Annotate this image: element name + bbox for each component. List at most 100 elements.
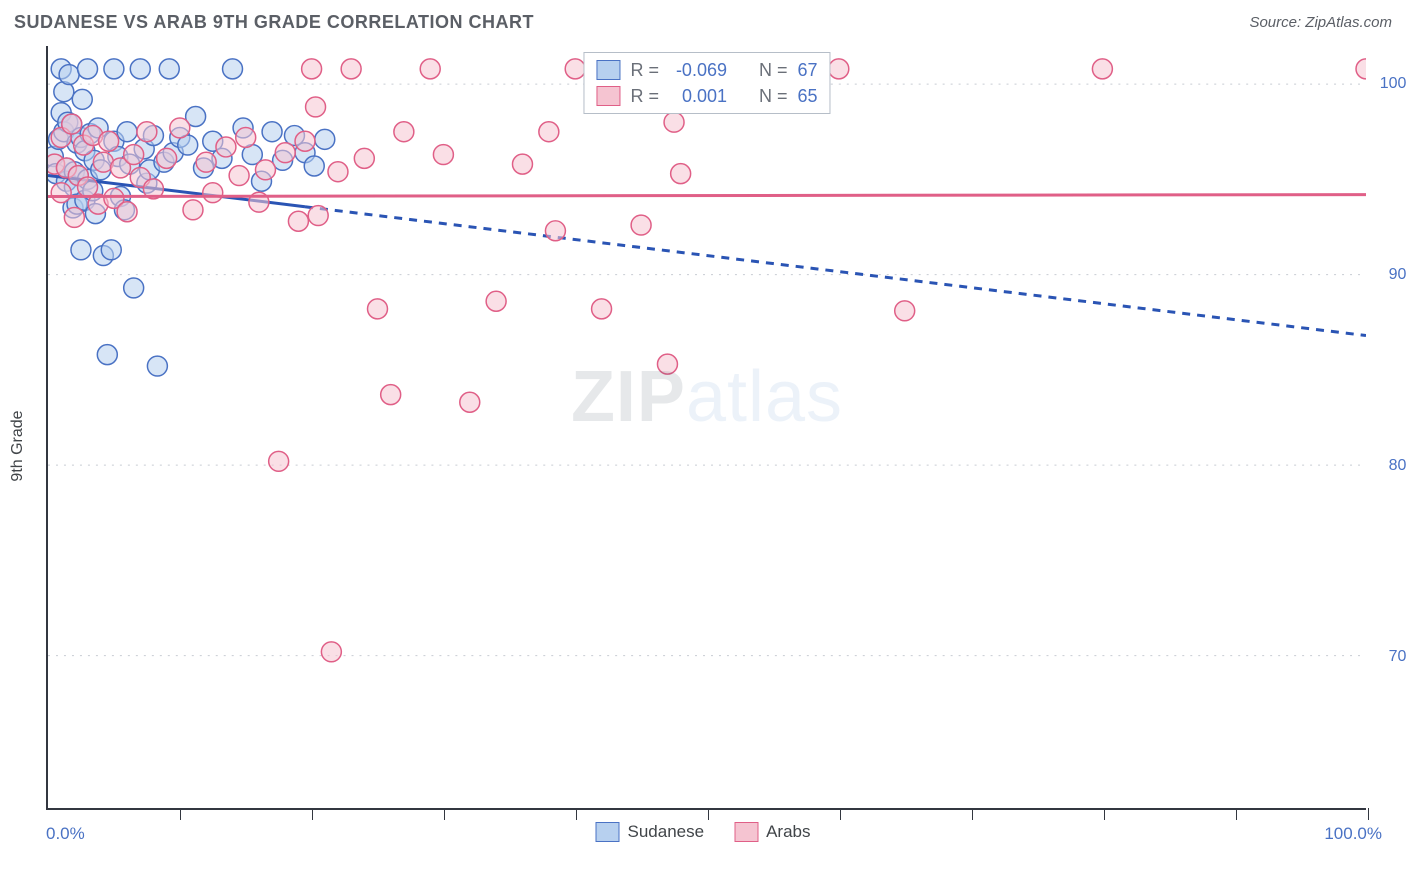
data-point bbox=[101, 240, 121, 260]
data-point bbox=[512, 154, 532, 174]
data-point bbox=[117, 122, 137, 142]
data-point bbox=[183, 200, 203, 220]
data-point bbox=[486, 291, 506, 311]
data-point bbox=[62, 114, 82, 134]
x-tick bbox=[1236, 808, 1237, 820]
data-point bbox=[308, 206, 328, 226]
x-tick bbox=[840, 808, 841, 820]
x-tick bbox=[1368, 808, 1369, 820]
data-point bbox=[97, 345, 117, 365]
legend-stats-row: R = 0.001 N = 65 bbox=[596, 83, 817, 109]
data-point bbox=[381, 385, 401, 405]
legend-N-value: 67 bbox=[798, 60, 818, 81]
data-point bbox=[306, 97, 326, 117]
y-tick-label: 80.0% bbox=[1389, 457, 1406, 475]
data-point bbox=[368, 299, 388, 319]
data-point bbox=[262, 122, 282, 142]
data-point bbox=[1092, 59, 1112, 79]
y-tick-label: 70.0% bbox=[1389, 648, 1406, 666]
chart-title: SUDANESE VS ARAB 9TH GRADE CORRELATION C… bbox=[14, 12, 534, 33]
legend-stats-row: R = -0.069 N = 67 bbox=[596, 57, 817, 83]
legend-N-label: N = bbox=[759, 86, 788, 107]
legend-N-value: 65 bbox=[798, 86, 818, 107]
data-point bbox=[124, 278, 144, 298]
legend-stats: R = -0.069 N = 67 R = 0.001 N = 65 bbox=[583, 52, 830, 114]
x-tick bbox=[444, 808, 445, 820]
data-point bbox=[829, 59, 849, 79]
x-axis-max-label: 100.0% bbox=[1324, 824, 1382, 844]
data-point bbox=[671, 164, 691, 184]
data-point bbox=[236, 127, 256, 147]
plot-area: ZIPatlas R =-0.069N =67R =0.001N =65 70.… bbox=[46, 46, 1366, 810]
x-tick bbox=[1104, 808, 1105, 820]
data-point bbox=[545, 221, 565, 241]
data-point bbox=[354, 148, 374, 168]
data-point bbox=[539, 122, 559, 142]
data-point bbox=[1356, 59, 1366, 79]
data-point bbox=[130, 59, 150, 79]
data-point bbox=[328, 162, 348, 182]
legend-series-item: Sudanese bbox=[596, 822, 705, 842]
x-tick bbox=[576, 808, 577, 820]
data-point bbox=[203, 183, 223, 203]
data-point bbox=[420, 59, 440, 79]
data-point bbox=[78, 177, 98, 197]
data-point bbox=[147, 356, 167, 376]
data-point bbox=[269, 451, 289, 471]
x-tick bbox=[708, 808, 709, 820]
data-point bbox=[71, 240, 91, 260]
chart-container: SUDANESE VS ARAB 9TH GRADE CORRELATION C… bbox=[0, 0, 1406, 892]
data-point bbox=[170, 118, 190, 138]
data-point bbox=[341, 59, 361, 79]
regression-line bbox=[48, 195, 1366, 197]
data-point bbox=[565, 59, 585, 79]
source-label: Source: ZipAtlas.com bbox=[1249, 14, 1392, 31]
data-point bbox=[117, 202, 137, 222]
data-point bbox=[433, 145, 453, 165]
data-point bbox=[302, 59, 322, 79]
data-point bbox=[592, 299, 612, 319]
data-point bbox=[255, 160, 275, 180]
x-tick bbox=[180, 808, 181, 820]
y-tick-label: 100.0% bbox=[1380, 75, 1406, 93]
legend-swatch bbox=[596, 60, 620, 80]
data-point bbox=[159, 59, 179, 79]
legend-swatch bbox=[734, 822, 758, 842]
legend-swatch bbox=[596, 822, 620, 842]
data-point bbox=[631, 215, 651, 235]
y-tick-label: 90.0% bbox=[1389, 266, 1406, 284]
data-point bbox=[59, 65, 79, 85]
data-point bbox=[304, 156, 324, 176]
data-point bbox=[196, 152, 216, 172]
data-point bbox=[229, 166, 249, 186]
legend-swatch bbox=[596, 86, 620, 106]
data-point bbox=[104, 59, 124, 79]
data-point bbox=[315, 129, 335, 149]
legend-N-label: N = bbox=[759, 60, 788, 81]
data-point bbox=[275, 143, 295, 163]
legend-R-value: -0.069 bbox=[669, 60, 727, 81]
data-point bbox=[216, 137, 236, 157]
plot-svg bbox=[48, 46, 1366, 808]
data-point bbox=[460, 392, 480, 412]
data-point bbox=[72, 89, 92, 109]
data-point bbox=[51, 183, 71, 203]
data-point bbox=[295, 131, 315, 151]
data-point bbox=[223, 59, 243, 79]
data-point bbox=[99, 131, 119, 151]
legend-series-label: Arabs bbox=[766, 822, 810, 842]
x-tick bbox=[972, 808, 973, 820]
legend-series-item: Arabs bbox=[734, 822, 810, 842]
data-point bbox=[394, 122, 414, 142]
y-axis-title: 9th Grade bbox=[9, 410, 27, 481]
data-point bbox=[657, 354, 677, 374]
legend-R-label: R = bbox=[630, 86, 659, 107]
data-point bbox=[64, 207, 84, 227]
legend-R-label: R = bbox=[630, 60, 659, 81]
legend-R-value: 0.001 bbox=[669, 86, 727, 107]
x-tick bbox=[312, 808, 313, 820]
data-point bbox=[78, 59, 98, 79]
data-point bbox=[895, 301, 915, 321]
data-point bbox=[157, 148, 177, 168]
data-point bbox=[124, 145, 144, 165]
